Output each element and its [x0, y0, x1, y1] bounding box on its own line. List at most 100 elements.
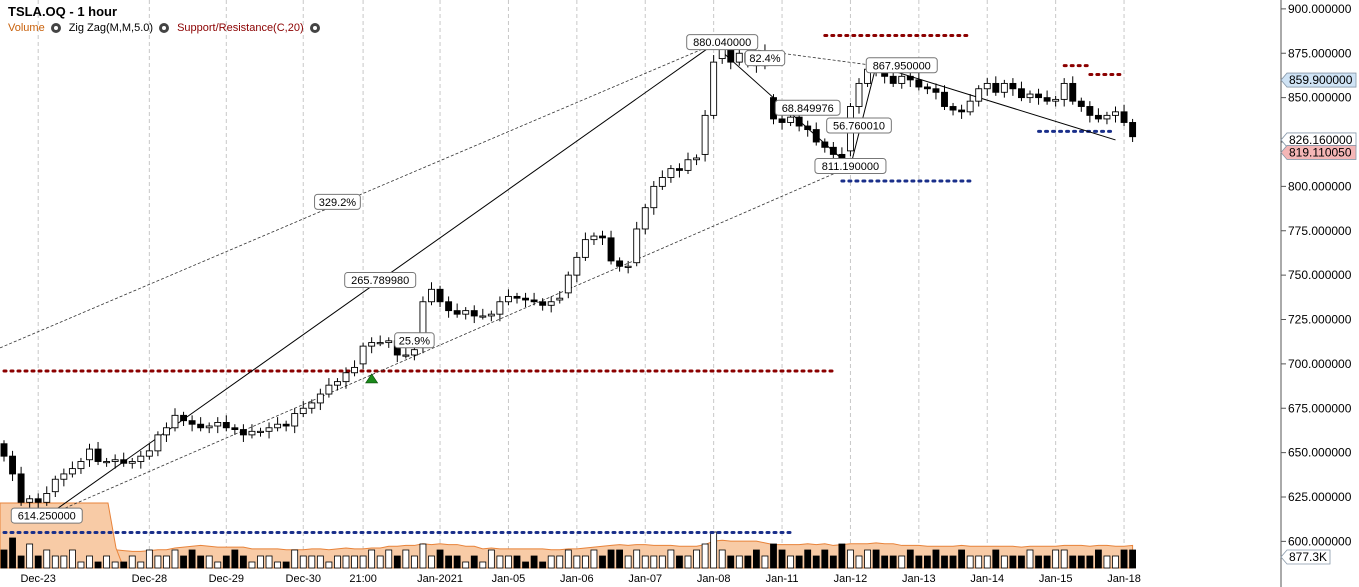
- volume-bar: [436, 549, 444, 569]
- x-tick-label: Jan-05: [492, 573, 526, 585]
- gear-icon[interactable]: [159, 23, 170, 33]
- candle-body: [214, 422, 222, 427]
- zigzag-label-box: [826, 117, 892, 134]
- volume-bar: [795, 555, 803, 569]
- volume-bar: [239, 555, 247, 569]
- candle-body: [898, 75, 906, 84]
- candle-body: [180, 414, 188, 422]
- volume-bar: [368, 549, 376, 569]
- volume-bar: [855, 555, 863, 569]
- candle-body: [68, 468, 76, 475]
- volume-bar: [77, 561, 85, 569]
- candle-body: [26, 498, 34, 503]
- volume-bar: [334, 555, 341, 569]
- volume-bar: [744, 555, 752, 569]
- gear-icon[interactable]: [50, 23, 61, 33]
- volume-bar: [308, 555, 316, 569]
- volume-bar: [641, 555, 649, 569]
- zigzag-label-box: [744, 50, 786, 67]
- candle-body: [539, 301, 547, 306]
- candle-body: [906, 75, 914, 81]
- zigzag-label-box: [344, 271, 417, 288]
- volume-bar: [1000, 555, 1008, 569]
- study-volume-label[interactable]: Volume: [8, 22, 45, 34]
- x-tick-label: Jan-08: [697, 573, 731, 585]
- signal-arrow-icon: [365, 373, 379, 384]
- candle-body: [958, 109, 966, 113]
- candle-body: [86, 448, 93, 461]
- y-tick-label: 875.000000: [1288, 46, 1352, 60]
- volume-bar: [291, 549, 299, 569]
- volume-bar: [770, 543, 777, 569]
- candle-body: [590, 235, 598, 241]
- candle-body: [334, 381, 341, 386]
- volume-bar: [51, 555, 59, 569]
- volume-bar: [26, 543, 34, 569]
- candle-body: [205, 425, 213, 429]
- volume-bar: [60, 555, 68, 569]
- volume-bar: [17, 555, 25, 569]
- volume-bar: [761, 555, 769, 569]
- volume-bar: [1095, 549, 1102, 569]
- gear-icon[interactable]: [309, 23, 320, 33]
- candle-body: [607, 237, 615, 262]
- volume-bar: [299, 555, 307, 569]
- zigzag-label-box: [314, 193, 361, 210]
- candle-body: [1060, 82, 1068, 100]
- volume-bar: [898, 555, 906, 569]
- candle-body: [556, 297, 564, 301]
- x-tick-label: Jan-15: [1039, 573, 1073, 585]
- volume-bar: [231, 549, 239, 569]
- x-tick-label: Dec-30: [286, 573, 321, 585]
- zigzag-label: 265.789980: [351, 275, 409, 287]
- zigzag-label: 880.040000: [693, 37, 751, 49]
- volume-bar: [513, 555, 521, 569]
- candle-body: [667, 168, 675, 178]
- volume-bar: [872, 549, 880, 569]
- candle-body: [889, 75, 897, 84]
- volume-bar: [496, 555, 504, 569]
- candle-body: [787, 116, 795, 123]
- y-tick-label: 700.000000: [1288, 357, 1352, 371]
- candle-body: [385, 340, 393, 344]
- volume-bar: [462, 561, 470, 569]
- volume-bar: [556, 555, 564, 569]
- volume-bar: [727, 555, 735, 569]
- volume-bar: [624, 555, 632, 569]
- y-axis-panel: [1281, 0, 1359, 587]
- volume-bar: [120, 561, 128, 569]
- candle-body: [402, 354, 410, 357]
- volume-bar: [804, 549, 812, 569]
- x-tick-label: Jan-12: [834, 573, 868, 585]
- volume-bar: [658, 555, 666, 569]
- candle-body: [34, 498, 42, 503]
- candle-body: [325, 384, 333, 395]
- x-tick-label: 21:00: [349, 573, 377, 585]
- candle-body: [299, 407, 307, 415]
- volume-bar: [932, 549, 940, 569]
- zigzag-segment: [849, 65, 877, 167]
- zigzag-segment: [875, 65, 1116, 141]
- volume-bar: [316, 555, 324, 569]
- volume-bar: [487, 549, 495, 569]
- candle-body: [547, 301, 555, 306]
- zigzag-label: 25.9%: [399, 335, 430, 347]
- candle-body: [658, 177, 666, 187]
- x-tick-label: Jan-07: [628, 573, 662, 585]
- study-zigzag-label[interactable]: Zig Zag(M,M,5.0): [68, 22, 154, 34]
- volume-bar: [906, 549, 914, 569]
- candle-body: [804, 125, 812, 131]
- candle-body: [428, 288, 435, 303]
- volume-bar: [1026, 549, 1034, 569]
- candle-body: [111, 459, 119, 462]
- candle-body: [308, 402, 316, 409]
- candle-body: [966, 100, 974, 113]
- candle-body: [359, 345, 367, 365]
- volume-bar: [821, 549, 829, 569]
- study-support-resistance-label[interactable]: Support/Resistance(C,20): [177, 22, 304, 34]
- volume-bar: [402, 549, 410, 569]
- candle-body: [368, 342, 376, 347]
- zigzag-label: 329.2%: [319, 197, 357, 209]
